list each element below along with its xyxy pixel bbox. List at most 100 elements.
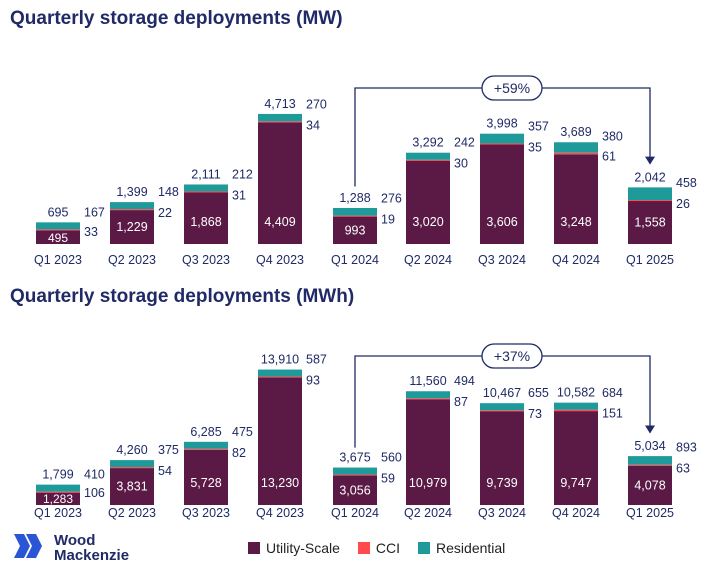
bar-cci (628, 200, 672, 202)
legend-label-cci: CCI (375, 540, 401, 556)
data-label-residential: 148 (158, 185, 179, 199)
data-label-utility: 13,230 (261, 476, 299, 490)
bar-residential (36, 222, 80, 230)
bar-utility-scale (554, 411, 598, 505)
x-tick-label: Q2 2024 (404, 253, 452, 267)
data-label-utility: 1,229 (116, 220, 147, 234)
data-label-cci: 61 (602, 150, 616, 164)
data-label-utility: 9,747 (560, 476, 591, 490)
bar-residential (110, 202, 154, 210)
bar-utility-scale (628, 465, 672, 505)
bar-utility-scale (406, 160, 450, 244)
bar-cci (333, 215, 377, 217)
x-tick-label: Q1 2024 (331, 253, 379, 267)
legend: Utility-Scale CCI Residential (248, 540, 523, 556)
data-label-residential: 893 (676, 441, 697, 455)
bar-cci (406, 159, 450, 161)
chart-title-mw: Quarterly storage deployments (MW) (10, 8, 343, 29)
logo-line-1: Wood (54, 532, 96, 549)
x-tick-label: Q3 2024 (478, 253, 526, 267)
bar-residential (258, 369, 302, 377)
legend-label-utility: Utility-Scale (266, 540, 340, 556)
bar-residential (406, 391, 450, 399)
bar-cci (480, 143, 524, 145)
bar-utility-scale (628, 201, 672, 244)
bar-utility-scale (184, 192, 228, 244)
bar-utility-scale (333, 216, 377, 244)
data-label-utility: 1,283 (43, 492, 73, 506)
data-label-cci: 59 (381, 472, 395, 486)
data-label-total: 2,111 (191, 167, 220, 181)
x-tick-label: Q2 2023 (108, 253, 156, 267)
data-label-cci: 93 (306, 374, 320, 388)
data-label-cci: 31 (232, 188, 246, 202)
data-label-cci: 63 (676, 462, 690, 476)
x-tick-label: Q1 2023 (34, 253, 82, 267)
data-label-utility: 4,078 (634, 478, 665, 492)
data-label-cci: 35 (528, 141, 542, 155)
data-label-residential: 242 (454, 136, 475, 150)
growth-arrowhead (645, 156, 655, 165)
data-label-total: 4,260 (116, 443, 147, 457)
data-label-utility: 3,020 (412, 215, 443, 229)
data-label-residential: 475 (232, 425, 253, 439)
data-label-cci: 22 (158, 206, 172, 220)
bar-cci (554, 152, 598, 155)
legend-swatch-cci (357, 542, 370, 554)
data-label-total: 11,560 (409, 374, 446, 388)
data-label-total: 10,582 (557, 386, 595, 400)
bar-cci (258, 376, 302, 378)
data-label-residential: 655 (528, 386, 549, 400)
data-label-residential: 167 (84, 205, 105, 219)
legend-item-cci: CCI (357, 540, 401, 556)
data-label-total: 6,285 (190, 425, 221, 439)
bar-cci (554, 409, 598, 412)
bar-cci (36, 229, 80, 231)
bar-residential (554, 142, 598, 153)
data-label-residential: 410 (84, 468, 105, 482)
bar-residential (406, 152, 450, 160)
legend-swatch-residential (418, 542, 431, 554)
data-label-total: 2,042 (634, 170, 665, 184)
wood-mackenzie-mark-icon (14, 534, 42, 558)
growth-annotation-label: +59% (494, 80, 530, 96)
data-label-utility: 4,409 (264, 215, 295, 229)
data-label-residential: 560 (381, 451, 402, 465)
data-label-utility: 1,868 (190, 215, 221, 229)
growth-badge (481, 343, 543, 369)
data-label-cci: 82 (232, 446, 246, 460)
data-label-utility: 3,831 (116, 480, 147, 494)
data-label-cci: 26 (676, 197, 690, 211)
data-label-total: 1,799 (42, 468, 73, 482)
bar-utility-scale (406, 399, 450, 505)
bar-utility-scale (36, 492, 80, 505)
data-label-total: 1,288 (339, 191, 370, 205)
bar-utility-scale (36, 230, 80, 244)
data-label-utility: 5,728 (190, 476, 221, 490)
bar-residential (184, 184, 228, 192)
data-label-utility: 9,739 (486, 476, 517, 490)
bar-utility-scale (184, 449, 228, 505)
bar-residential (628, 456, 672, 465)
chart-title-mwh: Quarterly storage deployments (MWh) (10, 286, 355, 307)
bar-utility-scale (480, 144, 524, 244)
legend-label-residential: Residential (436, 540, 506, 556)
bar-residential (554, 402, 598, 410)
legend-item-utility-scale: Utility-Scale (248, 540, 340, 556)
data-label-utility: 10,979 (409, 476, 447, 490)
x-tick-label: Q3 2024 (478, 506, 526, 520)
data-label-cci: 73 (528, 407, 542, 421)
bar-cci (36, 491, 80, 493)
data-label-residential: 212 (232, 167, 253, 181)
x-tick-label: Q3 2023 (182, 506, 230, 520)
x-tick-label: Q1 2025 (626, 253, 674, 267)
bar-utility-scale (480, 411, 524, 505)
data-label-utility: 3,606 (486, 215, 517, 229)
growth-annotation-label: +37% (494, 348, 530, 364)
bar-residential (36, 484, 80, 492)
data-label-utility: 3,056 (339, 483, 370, 497)
data-label-cci: 151 (602, 407, 623, 421)
x-tick-label: Q2 2024 (404, 506, 452, 520)
bar-cci (184, 448, 228, 450)
